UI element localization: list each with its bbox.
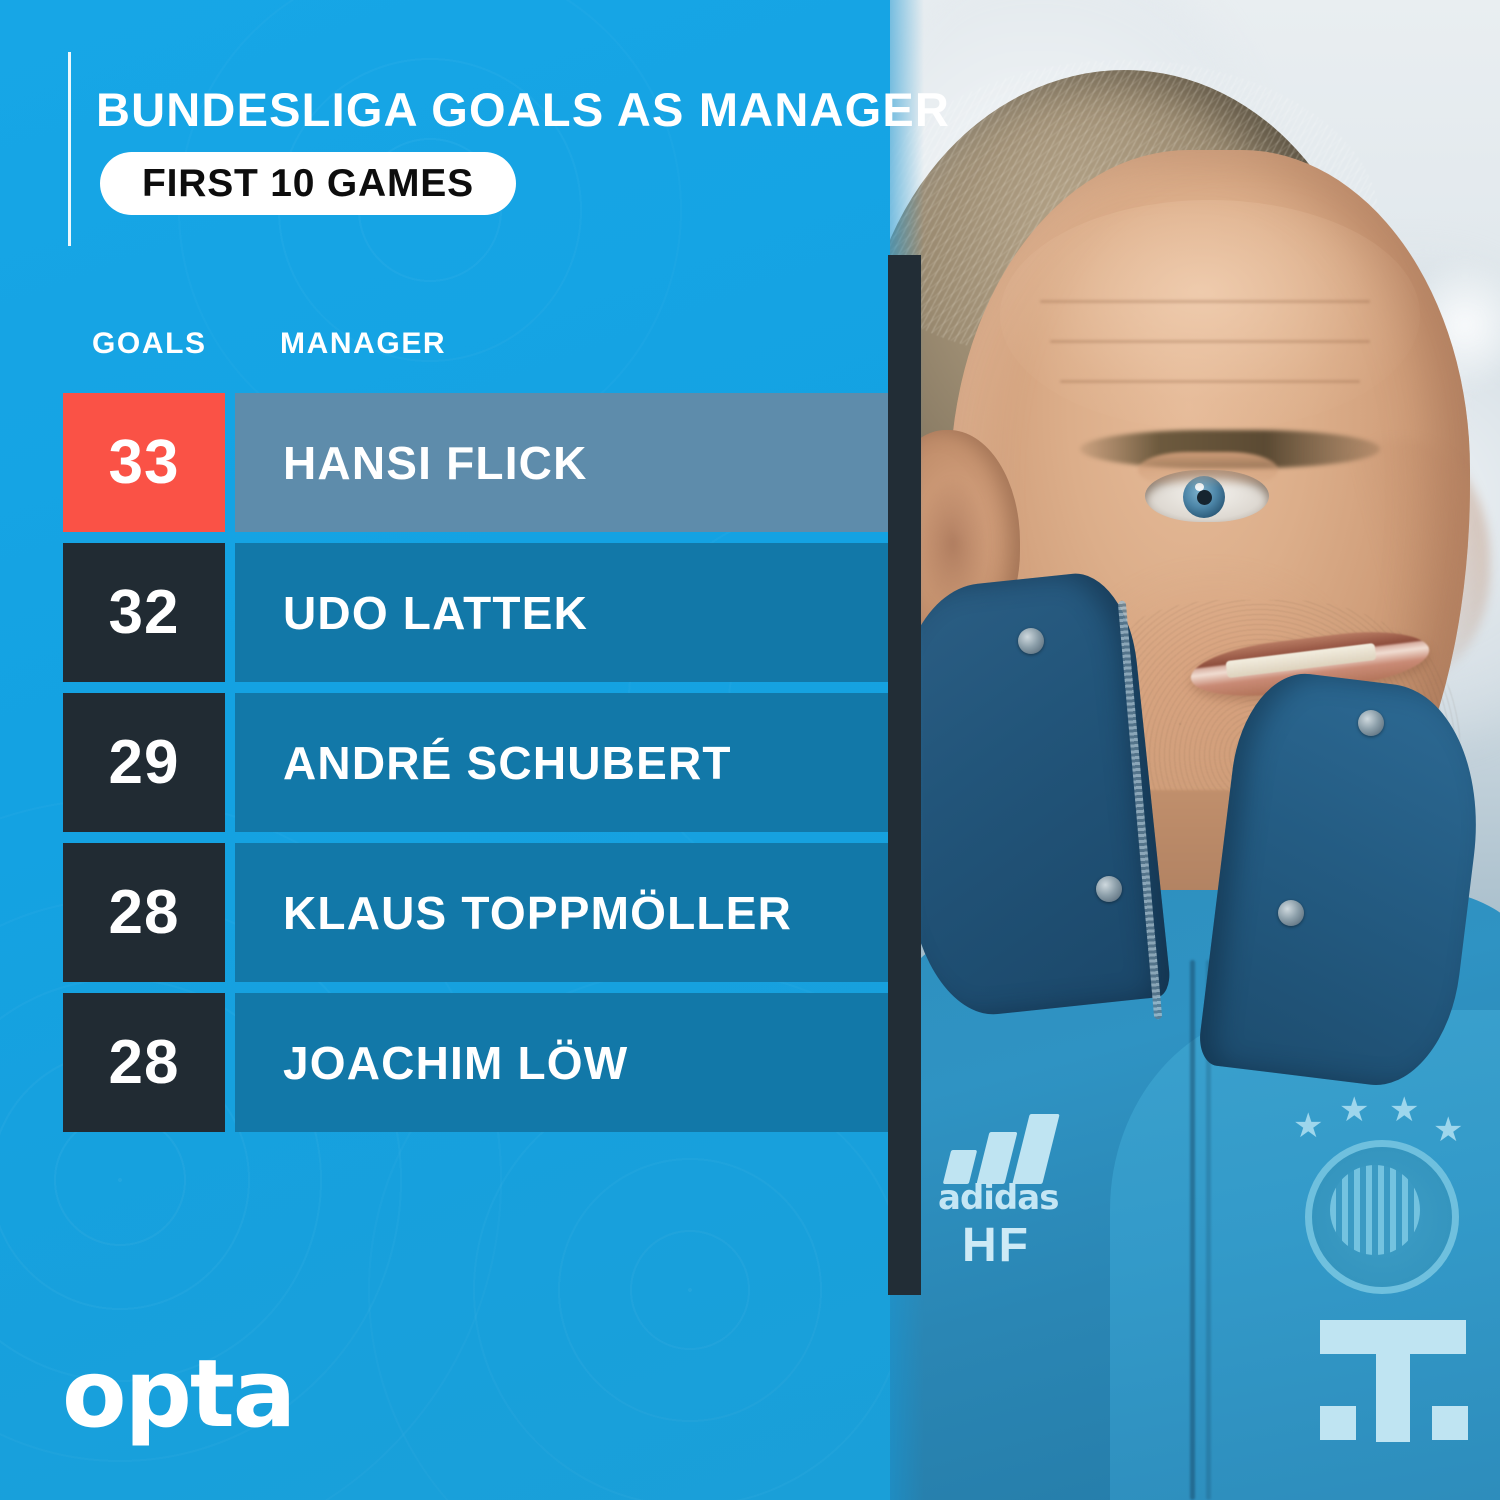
table-row: 32 UDO LATTEK xyxy=(0,543,900,682)
goals-value-box: 28 xyxy=(63,843,225,982)
jacket-seam xyxy=(1206,960,1211,1500)
goals-value: 29 xyxy=(108,727,180,797)
goals-value-box: 33 xyxy=(63,393,225,532)
manager-name: ANDRÉ SCHUBERT xyxy=(283,736,732,789)
manager-name: HANSI FLICK xyxy=(283,436,588,489)
portrait-forehead-line xyxy=(1060,380,1360,383)
subtitle-pill: FIRST 10 GAMES xyxy=(100,152,516,215)
table-row: 33 HANSI FLICK xyxy=(0,393,900,532)
column-header-manager: MANAGER xyxy=(280,327,447,360)
goals-value-box: 32 xyxy=(63,543,225,682)
jacket-snap-button xyxy=(1018,628,1044,654)
portrait-eyelid xyxy=(1138,452,1278,488)
fc-bayern-crest-inner xyxy=(1330,1165,1420,1255)
header-accent-line xyxy=(68,52,71,246)
portrait-forehead xyxy=(1000,200,1420,430)
manager-name-bar: JOACHIM LÖW xyxy=(235,993,890,1132)
goals-value: 32 xyxy=(108,577,180,647)
subtitle-pill-label: FIRST 10 GAMES xyxy=(142,161,474,205)
manager-name-bar: HANSI FLICK xyxy=(235,393,890,532)
manager-name: JOACHIM LÖW xyxy=(283,1036,629,1089)
adidas-wordmark: adidas xyxy=(938,1178,1059,1218)
table-row: 28 JOACHIM LÖW xyxy=(0,993,900,1132)
goals-value: 28 xyxy=(108,1027,180,1097)
telekom-logo-icon xyxy=(1320,1320,1500,1442)
manager-name-bar: ANDRÉ SCHUBERT xyxy=(235,693,890,832)
goals-value: 33 xyxy=(108,427,180,497)
jacket-seam xyxy=(1190,960,1195,1500)
vertical-divider-bar xyxy=(888,255,921,1295)
table-row: 28 KLAUS TOPPMÖLLER xyxy=(0,843,900,982)
portrait-forehead-line xyxy=(1050,340,1370,343)
column-header-goals: GOALS xyxy=(92,327,207,360)
goals-value-box: 29 xyxy=(63,693,225,832)
jacket-snap-button xyxy=(1096,876,1122,902)
portrait-forehead-line xyxy=(1040,300,1370,303)
page-title: BUNDESLIGA GOALS AS MANAGER xyxy=(96,83,951,136)
jacket-initials: HF xyxy=(962,1219,1030,1272)
manager-name: UDO LATTEK xyxy=(283,586,589,639)
manager-name: KLAUS TOPPMÖLLER xyxy=(283,886,793,939)
portrait-pupil xyxy=(1197,490,1212,505)
jacket-snap-button xyxy=(1278,900,1304,926)
fc-bayern-crest-stars: ★ ★ ★ ★ xyxy=(1293,1091,1464,1149)
manager-name-bar: KLAUS TOPPMÖLLER xyxy=(235,843,890,982)
opta-logo: opta xyxy=(62,1340,296,1449)
goals-value-box: 28 xyxy=(63,993,225,1132)
goals-value: 28 xyxy=(108,877,180,947)
adidas-logo-icon xyxy=(942,1110,1065,1184)
table-row: 29 ANDRÉ SCHUBERT xyxy=(0,693,900,832)
manager-portrait-photo: adidas HF ★ ★ ★ ★ xyxy=(890,0,1500,1500)
jacket-snap-button xyxy=(1358,710,1384,736)
manager-name-bar: UDO LATTEK xyxy=(235,543,890,682)
ranking-table: 33 HANSI FLICK 32 UDO LATTEK 29 ANDRÉ SC… xyxy=(0,393,900,1132)
